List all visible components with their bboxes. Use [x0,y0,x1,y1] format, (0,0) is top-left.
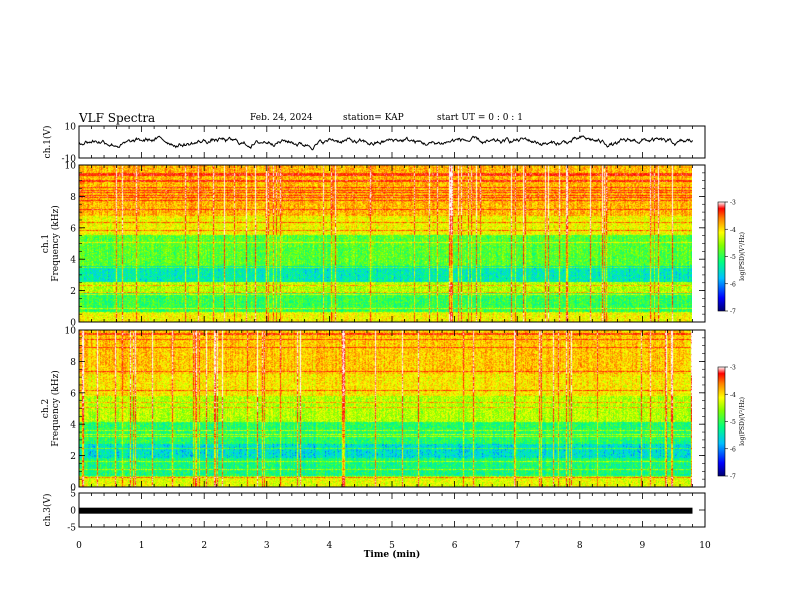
ch1-spectrogram-y-title: ch.1 [41,234,51,253]
x-tick-label: 3 [264,541,270,551]
x-tick-label: 1 [139,541,145,551]
ch1-y-axis-title: ch.1(V) [42,126,53,159]
spectrogram-image [79,330,692,487]
y-tick-label: 10 [65,162,77,172]
y-tick-label: 8 [70,358,76,368]
y-tick-label: 8 [70,193,76,203]
x-tick-label: 9 [640,541,646,551]
spectrogram-image [79,165,692,322]
colorbar-tick-label: -7 [730,309,736,316]
colorbar [717,201,726,312]
y-tick-label: 4 [70,421,76,431]
y-tick-label: 2 [70,287,76,297]
figure-title: VLF Spectra [79,111,156,125]
y-tick-label: 6 [70,224,76,234]
y-tick-label: 0 [70,484,76,494]
ch2-spectrogram-y-title: ch.2 [41,399,51,418]
start-time-label: start UT = 0 : 0 : 1 [437,113,523,123]
colorbar-label: log(PSD)(V²/Hz) [739,232,746,281]
ch2-spectrogram-y-title: Frequency (kHz) [50,370,61,447]
y-tick-label: 10 [65,327,77,337]
y-tick-label: 4 [70,256,76,266]
colorbar-tick-label: -5 [730,254,736,261]
ch3-waveform-line [79,507,693,514]
colorbar-tick-label: -3 [730,365,736,372]
colorbar [717,366,726,477]
x-tick-label: 0 [76,541,82,551]
x-tick-label: 10 [699,541,711,551]
colorbar-tick-label: -6 [730,446,736,453]
x-tick-label: 5 [389,541,395,551]
colorbar-tick-label: -4 [730,227,736,234]
ch1-spectrogram-y-title: Frequency (kHz) [50,205,61,282]
colorbar-tick-label: -6 [730,281,736,288]
colorbar-tick-label: -3 [730,200,736,207]
x-tick-label: 4 [327,541,333,551]
colorbar-tick-label: -5 [730,419,736,426]
y-tick-label: 2 [70,452,76,462]
y-tick-label: -10 [62,155,77,165]
y-tick-label: 10 [65,123,77,133]
spectrogram-ch2-heatmap [79,330,692,487]
x-axis-title: Time (min) [364,549,421,560]
x-tick-label: 2 [201,541,207,551]
colorbar-label: log(PSD)(V²/Hz) [739,397,746,446]
ch3-y-axis-title: ch.3(V) [42,494,53,527]
y-tick-label: 5 [70,490,76,500]
spectrogram-ch1-heatmap [79,165,692,322]
colorbar-tick-label: -4 [730,392,736,399]
colorbar-tick-label: -7 [730,474,736,481]
y-tick-label: 6 [70,389,76,399]
x-tick-label: 8 [577,541,583,551]
y-tick-label: 0 [70,507,76,517]
x-tick-label: 7 [514,541,520,551]
figure-date: Feb. 24, 2024 [250,113,313,123]
station-label: station= KAP [343,113,404,123]
ch1-waveform-line [78,135,693,151]
y-tick-label: 0 [70,319,76,329]
y-tick-label: -5 [67,524,76,534]
x-tick-label: 6 [452,541,458,551]
